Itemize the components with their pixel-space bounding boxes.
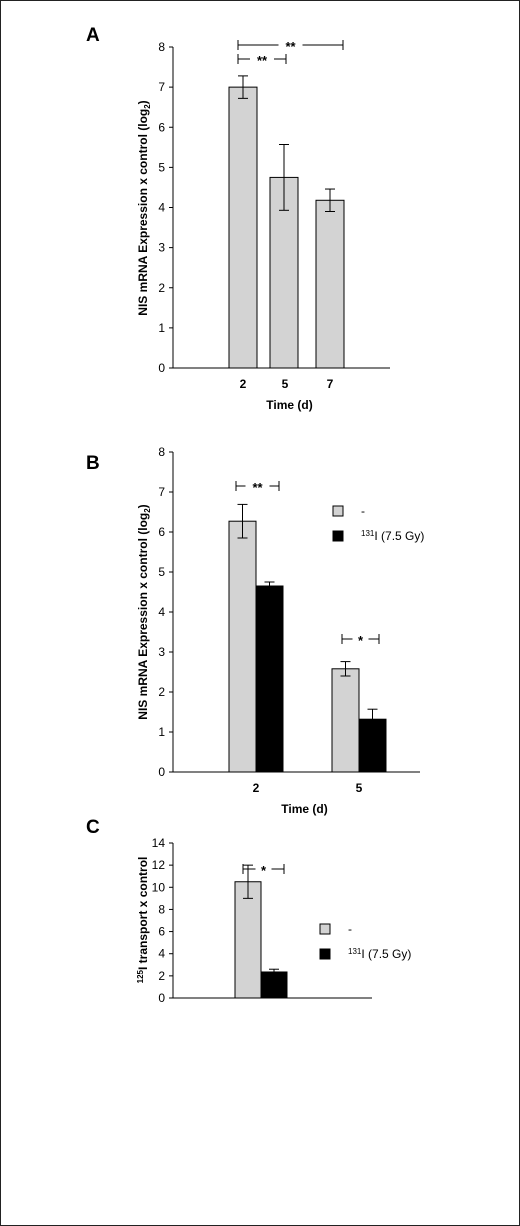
panel-c-legend-swatch-control [319,923,331,935]
panel-c-y-axis-label: 125I transport x control [136,857,150,984]
panel-a-ytick-label: 0 [158,361,165,375]
panel-c-legend-swatch-irradiated [319,948,331,960]
panel-b-ytick-label: 4 [158,605,165,619]
panel-b-bar-control [331,668,360,773]
panel-a-ytick-label: 1 [158,321,165,335]
panel-a-letter: A [86,25,100,46]
panel-a-significance-label-bg [278,39,303,51]
panel-b-legend-swatch-control [332,505,344,517]
panel-a-ytick-label: 7 [158,80,165,94]
panel-c-ytick-label: 10 [152,880,166,894]
panel-c-significance-label: * [261,863,267,878]
panel-c-ytick-label: 14 [152,836,166,850]
panel-b-ytick-label: 5 [158,565,165,579]
panel-a-ytick-label: 4 [158,201,165,215]
panel-b-ytick-label: 8 [158,445,165,459]
panel-b-legend-label-irradiated: 131I (7.5 Gy) [361,529,424,543]
panel-a-bar-control [228,86,258,369]
panel-c-bar-control [234,881,262,999]
panel-b-ytick-label: 7 [158,485,165,499]
panel-a-bar-control [315,199,345,369]
panel-c-legend-label-irradiated: 131I (7.5 Gy) [348,947,411,961]
panel-a-ytick-label: 3 [158,241,165,255]
panel-b-ytick-label: 1 [158,725,165,739]
panel-b-significance-label: ** [252,480,263,495]
panel-b-x-axis-label: Time (d) [281,802,327,816]
panel-a-y-axis-label: NIS mRNA Expression x control (log2) [136,100,152,315]
panel-a-x-axis-label: Time (d) [266,398,312,412]
panel-c-significance-label-bg [255,863,272,875]
panel-b-legend-label-control: - [361,504,365,518]
panel-b-letter: B [86,453,100,474]
panel-b-bar-control [228,520,257,773]
panel-b-y-axis-label: NIS mRNA Expression x control (log2) [136,504,152,719]
panel-b-ytick-label: 3 [158,645,165,659]
panel-b-significance-label-bg [352,633,369,645]
panel-a-ytick-label: 8 [158,40,165,54]
panel-c-legend-label-control: - [348,922,352,936]
panel-b-significance-label: * [358,633,364,648]
panel-a-ytick-label: 2 [158,281,165,295]
panel-c-bar-irradiated [260,971,288,999]
panel-c-ytick-label: 2 [158,969,165,983]
panel-a-ytick-label: 5 [158,160,165,174]
panel-a-xtick-label: 7 [327,377,334,391]
panel-a-xtick-label: 5 [282,377,289,391]
panel-a-significance-label-bg [250,53,274,65]
panel-b-ytick-label: 6 [158,525,165,539]
panel-c-letter: C [86,817,100,838]
panel-c-ytick-label: 0 [158,991,165,1005]
panel-b-ytick-label: 0 [158,765,165,779]
panel-b-legend-swatch-irradiated [332,530,344,542]
panel-b-significance-label-bg [245,480,270,492]
panel-b-xtick-label: 2 [253,781,260,795]
panel-a-ytick-label: 6 [158,120,165,134]
panel-b-xtick-label: 5 [356,781,363,795]
panel-c-ytick-label: 12 [152,858,166,872]
panel-c-ytick-label: 8 [158,902,165,916]
panel-a-significance-label: ** [257,53,268,68]
panel-c-ytick-label: 6 [158,925,165,939]
panel-c-ytick-label: 4 [158,947,165,961]
panel-a-xtick-label: 2 [240,377,247,391]
panel-a-significance-label: ** [285,39,296,54]
panel-b-ytick-label: 2 [158,685,165,699]
panel-b-bar-irradiated [255,585,284,773]
